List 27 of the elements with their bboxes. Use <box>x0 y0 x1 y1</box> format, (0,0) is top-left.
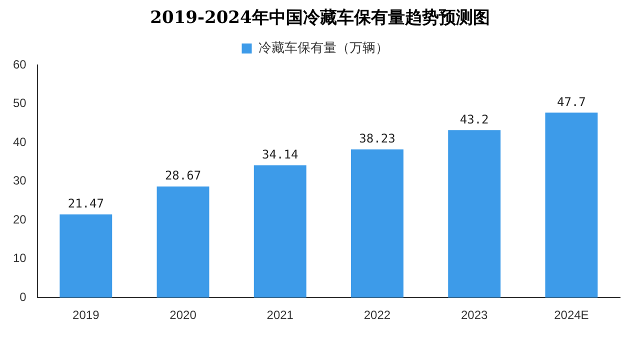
y-tick-label: 50 <box>12 96 27 110</box>
data-label: 47.7 <box>556 94 586 109</box>
bar <box>60 214 112 298</box>
y-tick-label: 40 <box>12 134 27 149</box>
x-tick-label: 2019 <box>72 308 100 322</box>
x-tick-label: 2022 <box>364 308 391 322</box>
x-tick-label: 2020 <box>170 308 197 322</box>
x-tick-label: 2024E <box>554 308 589 322</box>
legend-label: 冷藏车保有量（万辆） <box>258 40 388 56</box>
y-tick-label: 60 <box>12 57 27 72</box>
x-tick-label: 2023 <box>460 308 488 322</box>
x-tick-label: 2021 <box>266 308 294 322</box>
y-tick-label: 20 <box>12 212 27 226</box>
y-tick-label: 10 <box>12 251 27 266</box>
data-label: 21.47 <box>68 196 104 210</box>
bar <box>254 165 306 298</box>
chart-title: 2019-2024年中国冷藏车保有量趋势预测图 <box>149 7 491 30</box>
y-tick-label: 0 <box>20 290 27 304</box>
bar <box>448 130 501 298</box>
bar <box>351 149 404 298</box>
bar <box>156 186 210 298</box>
data-label: 38.23 <box>359 132 396 146</box>
y-tick-label: 30 <box>12 174 27 188</box>
bar <box>545 112 598 298</box>
data-label: 43.2 <box>460 112 489 126</box>
data-label: 28.67 <box>164 168 202 183</box>
data-label: 34.14 <box>262 147 298 162</box>
